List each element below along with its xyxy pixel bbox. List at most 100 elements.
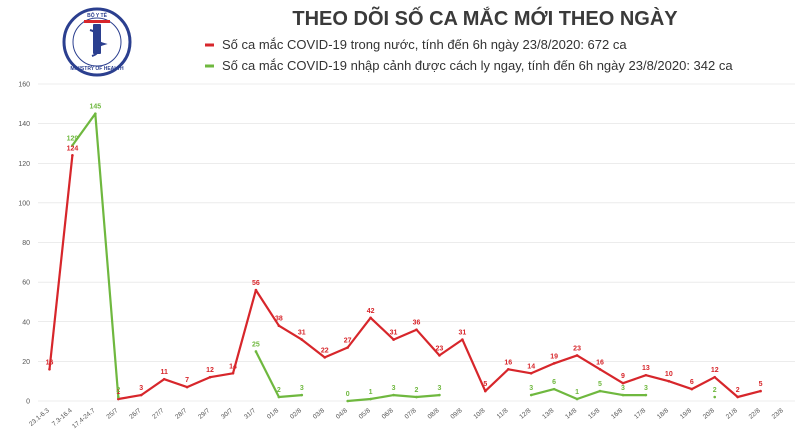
data-point	[71, 154, 74, 157]
data-label: 5	[759, 381, 763, 388]
data-point	[529, 393, 533, 397]
x-tick-label: 30/7	[220, 407, 234, 421]
data-point	[139, 393, 143, 397]
x-tick-label: 11/8	[496, 407, 510, 420]
legend-label-domestic: Số ca mắc COVID-19 trong nước, tính đến …	[222, 37, 627, 52]
data-point	[277, 324, 281, 328]
data-label: 11	[160, 369, 168, 376]
data-label: 12	[206, 367, 214, 374]
x-axis: 23.1-6.3 7.3-16.417.4-24.7 25/7 26/7 27/7 28/…	[28, 407, 785, 430]
x-tick-label: 31/7	[243, 407, 257, 421]
chart-title: THEO DÕI SỐ CA MẮC MỚI THEO NGÀY	[292, 6, 678, 30]
data-label: 13	[642, 365, 650, 372]
data-point	[300, 393, 304, 397]
data-point	[392, 338, 395, 341]
data-point	[575, 397, 579, 401]
data-label: 2	[277, 387, 281, 394]
data-point	[667, 379, 671, 383]
data-point	[713, 395, 717, 399]
data-point	[323, 356, 327, 359]
x-tick-label: 06/8	[381, 407, 395, 421]
y-tick-label: 120	[18, 161, 30, 168]
data-point	[71, 144, 74, 147]
data-label: 129	[67, 135, 79, 142]
data-point	[392, 393, 395, 397]
y-tick-label: 60	[22, 280, 30, 287]
y-tick-label: 80	[22, 240, 30, 247]
x-tick-label: 23/8	[771, 407, 785, 421]
data-label: 3	[644, 385, 648, 392]
data-point	[369, 316, 372, 320]
data-label: 145	[90, 104, 102, 111]
data-label: 0	[346, 391, 350, 398]
y-tick-label: 20	[22, 359, 30, 366]
y-tick-label: 140	[18, 121, 30, 128]
data-label: 1	[575, 389, 579, 396]
x-tick-label: 13/8	[541, 407, 555, 421]
data-label: 1	[116, 389, 120, 396]
x-tick-label: 15/8	[587, 407, 601, 421]
data-label: 42	[367, 308, 375, 315]
data-point	[644, 373, 648, 377]
x-tick-label: 14/8	[564, 407, 578, 421]
x-tick-label: 07/8	[404, 407, 418, 421]
data-label: 16	[596, 359, 604, 366]
data-point	[277, 395, 281, 399]
data-labels: 1612413117121456383122274231362331516141…	[46, 104, 763, 398]
data-label: 31	[458, 330, 466, 337]
data-label: 19	[550, 353, 558, 360]
legend: Số ca mắc COVID-19 trong nước, tính đến …	[205, 37, 733, 73]
data-label: 2	[736, 387, 740, 394]
data-label: 9	[621, 373, 625, 380]
data-label: 23	[436, 345, 444, 352]
x-tick-label: 17.4-24.7	[71, 407, 97, 430]
data-point	[254, 350, 258, 353]
data-label: 27	[344, 338, 352, 345]
data-label: 3	[621, 385, 625, 392]
data-label: 16	[504, 359, 512, 366]
x-tick-label: 28/7	[174, 407, 188, 421]
data-point	[736, 395, 739, 399]
data-point	[506, 368, 510, 371]
data-label: 3	[437, 385, 441, 392]
y-axis: 0 20 40 60 80 100 120 140 160	[18, 82, 30, 406]
data-point	[346, 346, 349, 349]
data-label: 3	[392, 385, 396, 392]
data-label: 5	[598, 381, 602, 388]
logo-bottom-text: MINISTRY OF HEALTH	[70, 66, 124, 72]
data-label: 23	[573, 345, 581, 352]
x-tick-label: 04/8	[335, 407, 349, 421]
data-label: 14	[229, 363, 237, 370]
data-label: 56	[252, 280, 260, 287]
x-tick-label: 17/8	[633, 407, 647, 421]
data-label: 31	[390, 330, 398, 337]
legend-label-imported: Số ca mắc COVID-19 nhập cảnh được cách l…	[222, 58, 733, 73]
y-tick-label: 0	[26, 399, 30, 406]
series-line-imported	[530, 388, 646, 401]
data-label: 14	[527, 363, 535, 370]
data-label: 38	[275, 316, 283, 323]
x-tick-label: 16/8	[610, 407, 624, 421]
ministry-logo: BỘ Y TẾ MINISTRY OF HEALTH	[62, 7, 132, 77]
y-tick-label: 100	[18, 200, 30, 207]
data-point	[438, 393, 441, 397]
data-label: 3	[139, 385, 143, 392]
data-label: 6	[552, 379, 556, 386]
data-point	[116, 395, 120, 399]
data-label: 2	[116, 387, 120, 394]
data-label: 31	[298, 330, 306, 337]
data-point	[438, 354, 441, 357]
data-point	[185, 385, 189, 389]
data-label: 22	[321, 347, 329, 354]
data-point	[552, 362, 556, 365]
data-point	[759, 389, 762, 393]
x-tick-label: 18/8	[656, 407, 670, 421]
x-tick-label: 20/8	[702, 407, 716, 421]
data-point	[644, 393, 648, 397]
data-label: 16	[46, 359, 54, 366]
series-lines	[48, 112, 762, 403]
data-label: 5	[483, 381, 487, 388]
y-tick-label: 40	[22, 319, 30, 326]
series-line-domestic	[48, 155, 74, 370]
x-tick-label: 19/8	[679, 407, 693, 421]
